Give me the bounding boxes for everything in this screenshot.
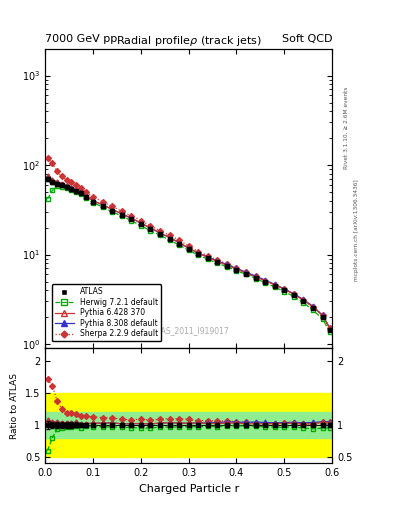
Legend: ATLAS, Herwig 7.2.1 default, Pythia 6.428 370, Pythia 8.308 default, Sherpa 2.2.: ATLAS, Herwig 7.2.1 default, Pythia 6.42… [52,284,162,342]
Text: 7000 GeV pp: 7000 GeV pp [45,33,118,44]
Y-axis label: Ratio to ATLAS: Ratio to ATLAS [10,373,19,439]
X-axis label: Charged Particle r: Charged Particle r [138,484,239,494]
Text: ATLAS_2011_I919017: ATLAS_2011_I919017 [148,326,230,335]
Text: mcplots.cern.ch [arXiv:1306.3436]: mcplots.cern.ch [arXiv:1306.3436] [354,180,359,281]
Text: Soft QCD: Soft QCD [282,33,332,44]
Text: Rivet 3.1.10, ≥ 2.6M events: Rivet 3.1.10, ≥ 2.6M events [344,87,349,169]
Title: Radial profile$\rho$ (track jets): Radial profile$\rho$ (track jets) [116,34,262,49]
